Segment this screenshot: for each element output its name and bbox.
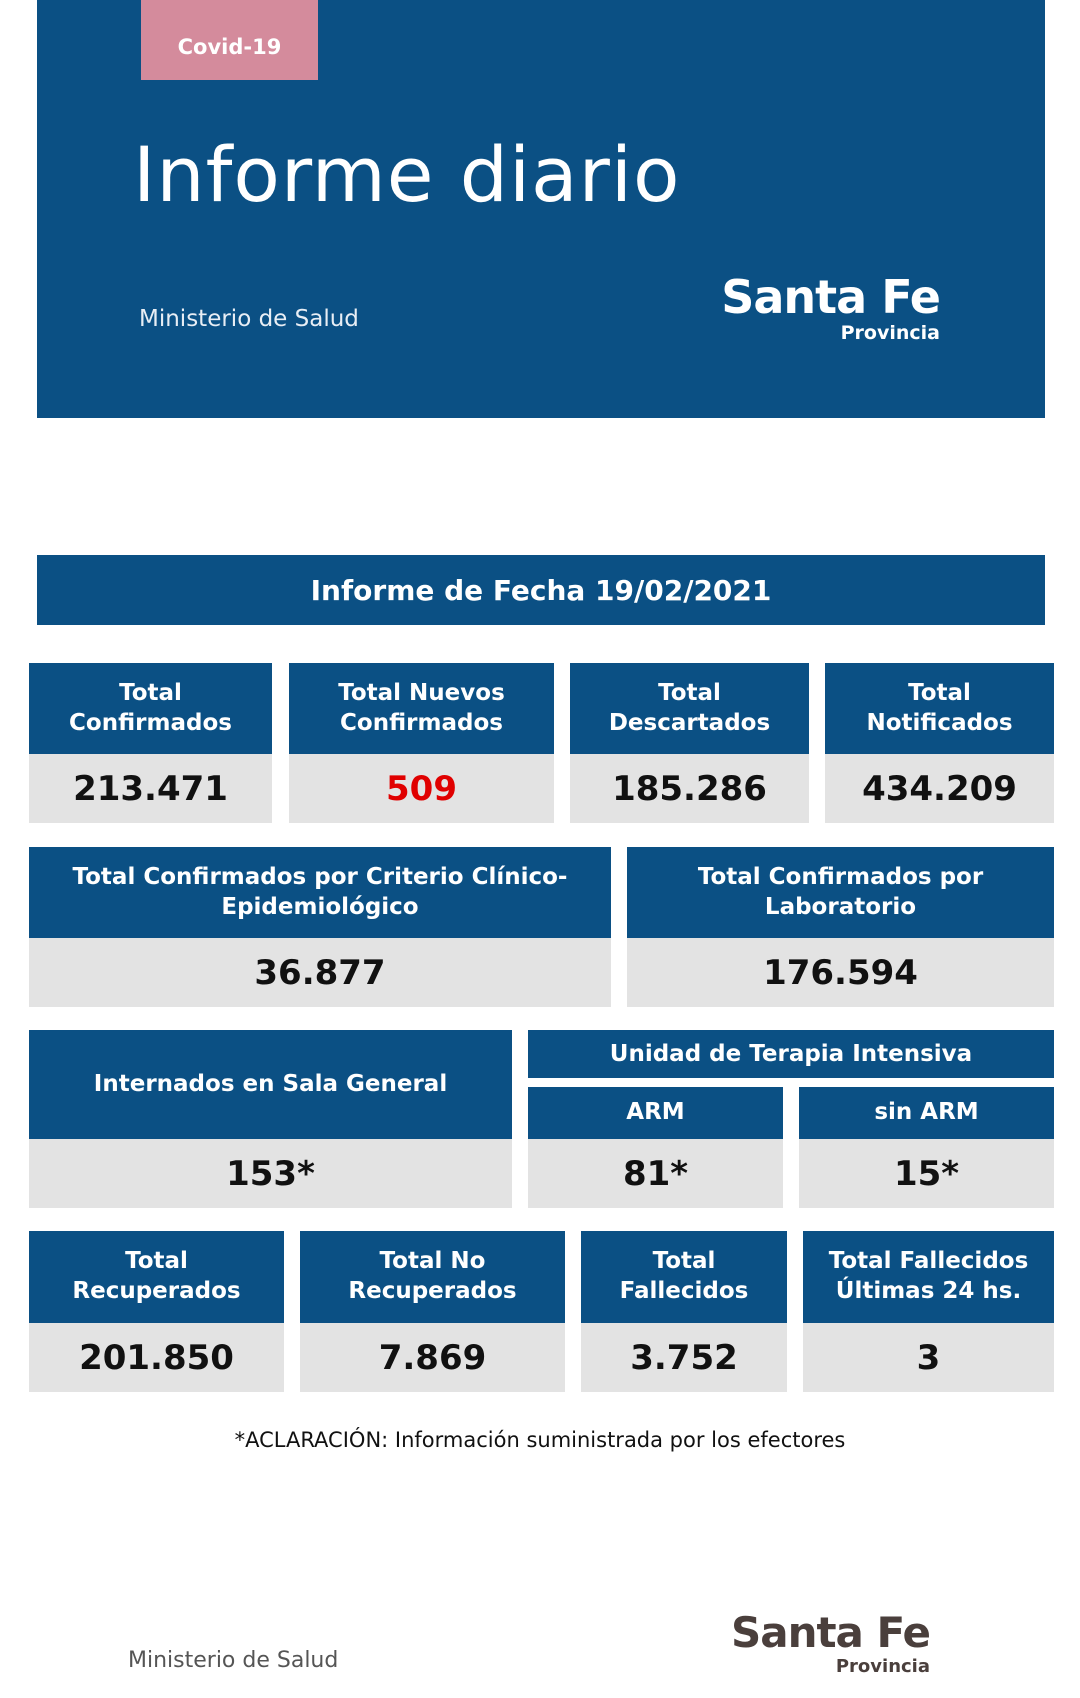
card-uti-sin-arm: sin ARM 15*: [799, 1087, 1054, 1208]
card-total-fallecidos: Total Fallecidos 3.752: [581, 1231, 787, 1392]
card-label: Total No Recuperados: [300, 1231, 565, 1323]
logo-sub: Provincia: [835, 1656, 930, 1677]
card-value: 3: [803, 1323, 1054, 1392]
card-total-confirmados: Total Confirmados 213.471: [29, 663, 272, 823]
card-label: Total Recuperados: [29, 1231, 284, 1323]
card-total-notificados: Total Notificados 434.209: [825, 663, 1054, 823]
logo-name: Santa Fe: [721, 270, 941, 324]
ministry-name: Ministerio de Salud: [139, 306, 359, 332]
card-value: 176.594: [627, 938, 1054, 1007]
card-total-nuevos-confirmados: Total Nuevos Confirmados 509: [289, 663, 554, 823]
uti-title: Unidad de Terapia Intensiva: [609, 1041, 973, 1067]
report-date-bar: Informe de Fecha 19/02/2021: [37, 555, 1045, 625]
card-value: 7.869: [300, 1323, 565, 1392]
card-confirmados-clinico: Total Confirmados por Criterio Clínico- …: [29, 847, 611, 1007]
card-label: Total Fallecidos Últimas 24 hs.: [803, 1231, 1054, 1323]
card-label: Total Fallecidos: [581, 1231, 787, 1323]
logo-name: Santa Fe: [730, 1608, 931, 1657]
card-value: 36.877: [29, 938, 611, 1007]
card-uti-arm: ARM 81*: [528, 1087, 783, 1208]
card-value: 185.286: [570, 754, 809, 823]
card-value: 201.850: [29, 1323, 284, 1392]
card-label: Total Confirmados por Criterio Clínico- …: [29, 847, 611, 938]
covid-tag: Covid-19: [141, 0, 318, 80]
card-value: 81*: [528, 1139, 783, 1208]
card-confirmados-laboratorio: Total Confirmados por Laboratorio 176.59…: [627, 847, 1054, 1007]
card-internados-sala-general: Internados en Sala General 153*: [29, 1030, 512, 1208]
card-label: Total Nuevos Confirmados: [289, 663, 554, 754]
card-label: Internados en Sala General: [29, 1030, 512, 1139]
card-label: Total Confirmados por Laboratorio: [627, 847, 1054, 938]
footer-santa-fe-logo: Santa Fe Provincia: [690, 1608, 931, 1678]
card-total-no-recuperados: Total No Recuperados 7.869: [300, 1231, 565, 1392]
page-title: Informe diario: [133, 130, 681, 219]
logo-sub: Provincia: [840, 322, 940, 344]
card-label: sin ARM: [799, 1087, 1054, 1139]
card-label: Total Confirmados: [29, 663, 272, 754]
card-total-descartados: Total Descartados 185.286: [570, 663, 809, 823]
card-fallecidos-24hs: Total Fallecidos Últimas 24 hs. 3: [803, 1231, 1054, 1392]
card-value: 509: [289, 754, 554, 823]
footer-ministry-name: Ministerio de Salud: [128, 1648, 339, 1673]
footnote: *ACLARACIÓN: Información suministrada po…: [234, 1428, 846, 1452]
covid-tag-label: Covid-19: [177, 35, 282, 59]
card-label: ARM: [528, 1087, 783, 1139]
card-total-recuperados: Total Recuperados 201.850: [29, 1231, 284, 1392]
card-value: 3.752: [581, 1323, 787, 1392]
report-date-title: Informe de Fecha 19/02/2021: [310, 573, 772, 607]
card-value: 434.209: [825, 754, 1054, 823]
santa-fe-logo: Santa Fe Provincia: [700, 270, 941, 345]
card-label: Total Descartados: [570, 663, 809, 754]
uti-header: Unidad de Terapia Intensiva: [528, 1030, 1054, 1078]
card-value: 15*: [799, 1139, 1054, 1208]
card-value: 153*: [29, 1139, 512, 1208]
card-label: Total Notificados: [825, 663, 1054, 754]
card-value: 213.471: [29, 754, 272, 823]
